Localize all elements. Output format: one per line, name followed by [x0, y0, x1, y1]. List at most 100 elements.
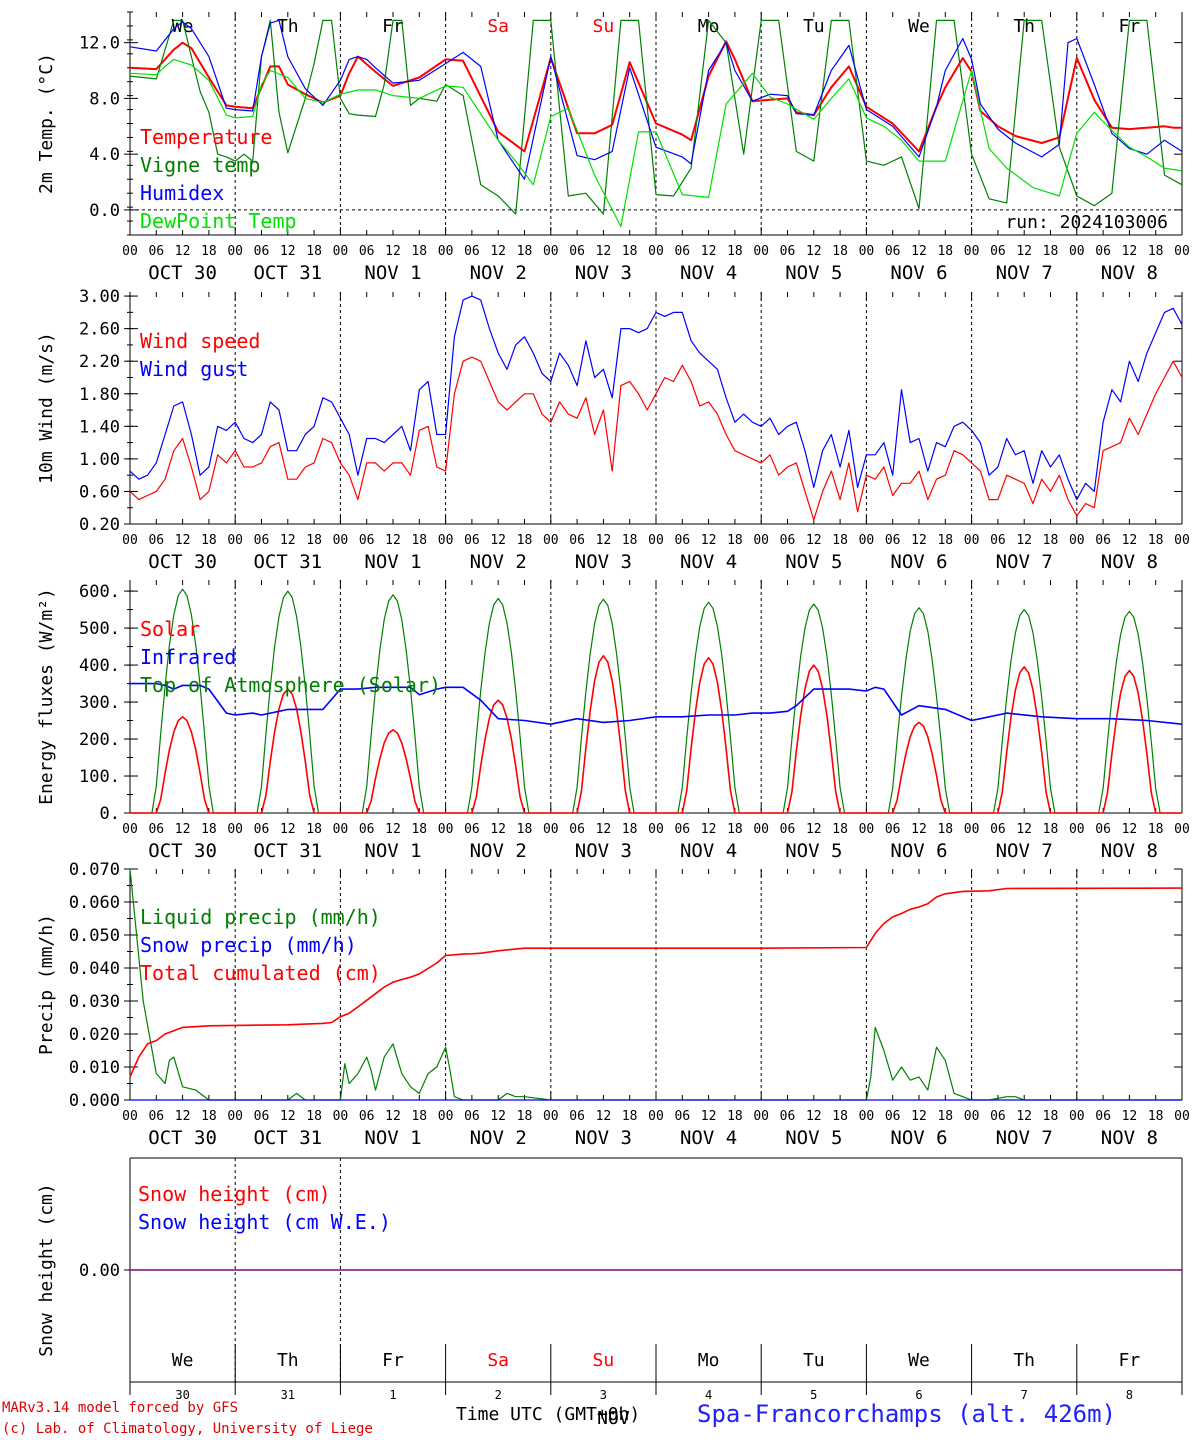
- hour-tick-label: 18: [727, 533, 743, 548]
- hour-tick-label: 18: [306, 1109, 322, 1124]
- hour-tick-label: 12: [596, 533, 612, 548]
- date-label: OCT 31: [253, 840, 322, 862]
- y-tick-label: 0.60: [79, 482, 120, 502]
- series-wind-speed: [129, 356, 1183, 521]
- hour-tick-label: 00: [964, 533, 980, 548]
- hour-tick-label: 00: [859, 244, 875, 259]
- hour-tick-label: 06: [780, 533, 796, 548]
- y-tick-label: 0.030: [69, 992, 120, 1012]
- weekday-label: Fr: [1119, 16, 1141, 37]
- series-humidex: [129, 19, 1183, 180]
- hour-tick-label: 12: [175, 1109, 191, 1124]
- y-tick-label: 0.0: [89, 201, 120, 221]
- y-tick-label: 4.0: [89, 145, 120, 165]
- series-infrared: [130, 682, 1183, 726]
- energy-panel: 0. 100. 200. 300. 400. 500. 600. Energy fluxes …: [36, 580, 1190, 862]
- hour-tick-label: 06: [885, 1109, 901, 1124]
- legend-entry: Vigne temp: [140, 153, 260, 177]
- day-number: 3: [600, 1388, 607, 1402]
- y-tick-label: 200.: [79, 730, 120, 750]
- day-number: 7: [1021, 1388, 1028, 1402]
- y-tick-label: 12.0: [79, 34, 120, 54]
- hour-tick-label: 12: [490, 244, 506, 259]
- hour-tick-label: 00: [1174, 533, 1190, 548]
- date-label: NOV 2: [470, 262, 527, 284]
- hour-tick-label: 00: [543, 1109, 559, 1124]
- weekday-label: Su: [593, 1350, 615, 1371]
- legend-entry: Top of Atmosphere (Solar): [140, 673, 441, 697]
- date-label: NOV 8: [1101, 1127, 1158, 1149]
- temperature-panel: 0.0 4.0 8.0 12.0 2m Temp. (°C) We Th Fr Sa Su Mo Tu…: [36, 11, 1190, 284]
- hour-tick-label: 00: [438, 822, 454, 837]
- date-label: NOV 6: [890, 551, 947, 573]
- hour-tick-label: 06: [780, 1109, 796, 1124]
- y-tick-label: 0.000: [69, 1091, 120, 1111]
- date-label: NOV 8: [1101, 840, 1158, 862]
- hour-tick-label: 12: [701, 822, 717, 837]
- hour-tick-label: 06: [990, 1109, 1006, 1124]
- hour-tick-label: 12: [701, 244, 717, 259]
- y-tick-label: 1.00: [79, 450, 120, 470]
- weekday-label: We: [908, 1350, 930, 1371]
- hour-tick-label: 00: [227, 244, 243, 259]
- hour-tick-label: 18: [937, 533, 953, 548]
- hour-tick-label: 00: [333, 822, 349, 837]
- hour-tick-label: 12: [1122, 822, 1138, 837]
- hour-tick-label: 00: [438, 533, 454, 548]
- hour-tick-label: 00: [122, 822, 138, 837]
- hour-tick-label: 00: [859, 533, 875, 548]
- y-tick-label: 0.010: [69, 1058, 120, 1078]
- hour-tick-label: 18: [201, 533, 217, 548]
- y-tick-label: 2.60: [79, 320, 120, 340]
- hour-tick-label: 00: [859, 822, 875, 837]
- hour-tick-label: 18: [622, 1109, 638, 1124]
- legend-entry: Liquid precip (mm/h): [140, 905, 381, 929]
- hour-tick-label: 12: [1122, 533, 1138, 548]
- hour-tick-label: 06: [1095, 244, 1111, 259]
- overlapped-nov-label: NOV: [597, 1408, 630, 1429]
- date-label: NOV 1: [364, 1127, 421, 1149]
- hour-tick-label: 06: [780, 244, 796, 259]
- hour-tick-label: 06: [990, 533, 1006, 548]
- date-label: NOV 4: [680, 262, 737, 284]
- hour-tick-label: 06: [254, 822, 270, 837]
- hour-tick-label: 00: [964, 822, 980, 837]
- hour-tick-label: 12: [806, 1109, 822, 1124]
- hour-tick-label: 12: [1016, 822, 1032, 837]
- hour-tick-label: 06: [674, 1109, 690, 1124]
- hour-tick-label: 00: [543, 822, 559, 837]
- hour-tick-label: 06: [569, 1109, 585, 1124]
- hour-tick-label: 00: [1069, 1109, 1085, 1124]
- hour-tick-label: 12: [175, 822, 191, 837]
- hour-tick-label: 06: [1095, 533, 1111, 548]
- hour-tick-label: 00: [648, 1109, 664, 1124]
- station-title: Spa-Francorchamps (alt. 426m): [697, 1400, 1117, 1428]
- hour-tick-label: 06: [254, 1109, 270, 1124]
- y-tick-label: 0.050: [69, 926, 120, 946]
- hour-tick-label: 06: [1095, 822, 1111, 837]
- hour-tick-label: 18: [1148, 1109, 1164, 1124]
- snow-panel: 0.00 Snow height (cm) Snow height (cm) Snow…: [36, 1157, 1183, 1429]
- hour-tick-label: 18: [832, 533, 848, 548]
- hour-tick-label: 12: [806, 244, 822, 259]
- hour-tick-label: 18: [832, 822, 848, 837]
- credit-model: MARv3.14 model forced by GFS: [2, 1400, 239, 1416]
- hour-tick-label: 00: [1174, 1109, 1190, 1124]
- y-tick-label: 0.040: [69, 959, 120, 979]
- hour-tick-label: 12: [1016, 244, 1032, 259]
- hour-tick-label: 18: [1043, 822, 1059, 837]
- hour-tick-label: 18: [832, 1109, 848, 1124]
- weekday-label: We: [908, 16, 930, 37]
- hour-tick-label: 18: [622, 822, 638, 837]
- y-tick-label: 100.: [79, 767, 120, 787]
- hour-tick-label: 18: [411, 822, 427, 837]
- hour-tick-label: 12: [596, 244, 612, 259]
- hour-tick-label: 00: [753, 244, 769, 259]
- hour-tick-label: 00: [122, 1109, 138, 1124]
- hour-tick-label: 06: [674, 822, 690, 837]
- hour-tick-label: 18: [201, 244, 217, 259]
- hour-tick-label: 00: [333, 533, 349, 548]
- hour-tick-label: 12: [175, 244, 191, 259]
- date-label: NOV 4: [680, 840, 737, 862]
